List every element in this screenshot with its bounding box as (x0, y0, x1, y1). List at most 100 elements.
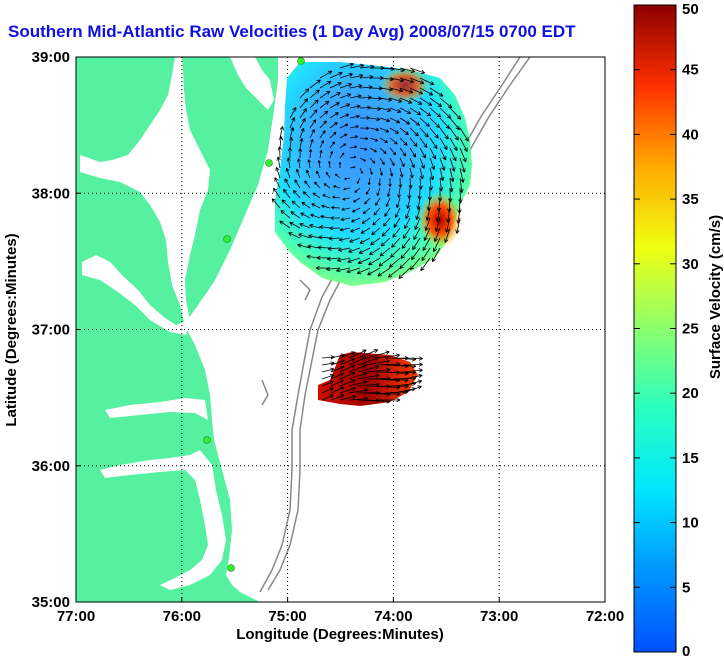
velocity-arrow (298, 233, 311, 239)
velocity-arrow (362, 207, 371, 215)
velocity-arrow (329, 131, 337, 139)
velocity-arrow (349, 237, 361, 243)
velocity-arrow (373, 207, 381, 216)
velocity-arrow (357, 349, 379, 359)
velocity-arrow (299, 88, 310, 99)
delaware-bay (230, 57, 274, 110)
velocity-arrow (278, 136, 283, 149)
velocity-arrow (309, 79, 321, 89)
velocity-arrow (309, 89, 320, 99)
velocity-arrow (419, 127, 429, 138)
velocity-arrow (339, 387, 356, 394)
velocity-arrow (289, 137, 294, 149)
velocity-arrow (319, 140, 324, 149)
velocity-arrow (329, 102, 340, 109)
velocity-arrow (330, 394, 345, 401)
velocity-arrow (359, 136, 369, 141)
velocity-arrow (433, 237, 441, 253)
velocity-arrow (390, 247, 401, 258)
y-axis-label: Latitude (Degrees:Minutes) (3, 233, 20, 426)
velocity-arrow (420, 257, 431, 272)
velocity-arrow (279, 126, 285, 139)
velocity-arrow (348, 388, 369, 394)
colorbar-tick-label: 5 (682, 579, 690, 596)
velocity-arrow (429, 147, 437, 160)
lat-tick-label: 38:00 (32, 185, 70, 202)
velocity-arrow (319, 130, 326, 139)
velocity-arrow (409, 167, 414, 179)
velocity-arrow (369, 147, 377, 153)
velocity-arrow (399, 77, 415, 84)
velocity-arrow (424, 217, 431, 231)
station-marker (227, 564, 235, 572)
velocity-arrow (379, 167, 383, 176)
velocity-arrow (338, 161, 342, 169)
velocity-arrow (370, 237, 381, 246)
velocity-arrow (429, 167, 435, 181)
chesapeake-bay (80, 57, 210, 335)
velocity-arrow (329, 92, 341, 99)
velocity-arrow (319, 110, 329, 119)
velocity-arrow (339, 123, 349, 129)
velocity-arrow (312, 192, 321, 199)
velocity-arrow (319, 80, 332, 89)
velocity-arrow (389, 257, 401, 268)
velocity-arrow (290, 211, 301, 219)
velocity-arrow (368, 257, 381, 266)
velocity-arrow (336, 267, 351, 273)
velocity-arrow (348, 349, 367, 359)
velocity-arrow (350, 227, 361, 233)
velocity-arrow (339, 379, 356, 387)
velocity-arrow (357, 365, 380, 373)
velocity-arrow (289, 107, 297, 119)
velocity-arrow (317, 160, 321, 169)
velocity-arrow (439, 117, 450, 130)
velocity-arrow (397, 187, 401, 198)
longitude-ticks: 77:00 76:00 75:00 74:00 73:00 72:00 (57, 597, 624, 625)
velocity-arrow (449, 107, 462, 120)
velocity-arrow (369, 137, 379, 142)
velocity-arrow (459, 157, 466, 173)
velocity-arrow (330, 379, 345, 387)
velocity-arrow (309, 129, 315, 139)
colorbar-ticks: 0 5 10 15 20 25 30 35 40 45 50 (634, 1, 699, 659)
velocity-arrow (389, 167, 394, 177)
velocity-arrow (415, 207, 421, 220)
velocity-arrow (318, 235, 331, 240)
velocity-arrow (359, 157, 366, 162)
velocity-arrow (361, 217, 371, 224)
velocity-arrow (369, 117, 381, 122)
velocity-arrow (348, 364, 367, 373)
velocity-arrow (366, 350, 390, 359)
velocity-arrow (399, 87, 414, 94)
velocity-arrow (399, 107, 412, 114)
velocity-arrow (301, 201, 311, 209)
velocity-arrow (358, 247, 371, 254)
velocity-arrow (388, 177, 392, 187)
velocity-arrow (309, 99, 319, 109)
velocity-arrow (400, 247, 411, 259)
velocity-arrow (383, 217, 391, 227)
velocity-arrow (409, 117, 421, 126)
velocity-arrow (372, 217, 381, 226)
velocity-arrow (408, 177, 413, 189)
velocity-arrow (320, 214, 331, 219)
velocity-arrow (321, 204, 331, 209)
velocity-arrow (339, 351, 356, 359)
lon-tick-label: 74:00 (374, 608, 412, 625)
velocity-arrow (359, 115, 370, 120)
velocity-arrow (399, 157, 405, 168)
velocity-arrow (330, 216, 341, 220)
velocity-arrow (348, 247, 361, 253)
velocity-arrow (366, 367, 391, 373)
velocity-arrow (434, 217, 441, 232)
velocity-arrow (418, 177, 423, 190)
velocity-arrow (289, 221, 301, 229)
velocity-arrow (402, 368, 423, 373)
lon-tick-label: 77:00 (57, 608, 95, 625)
velocity-arrow (299, 222, 311, 229)
velocity-arrow (316, 170, 321, 179)
velocity-arrow (329, 82, 342, 89)
colorbar-tick-label: 0 (682, 643, 690, 659)
velocity-arrow (349, 125, 359, 129)
